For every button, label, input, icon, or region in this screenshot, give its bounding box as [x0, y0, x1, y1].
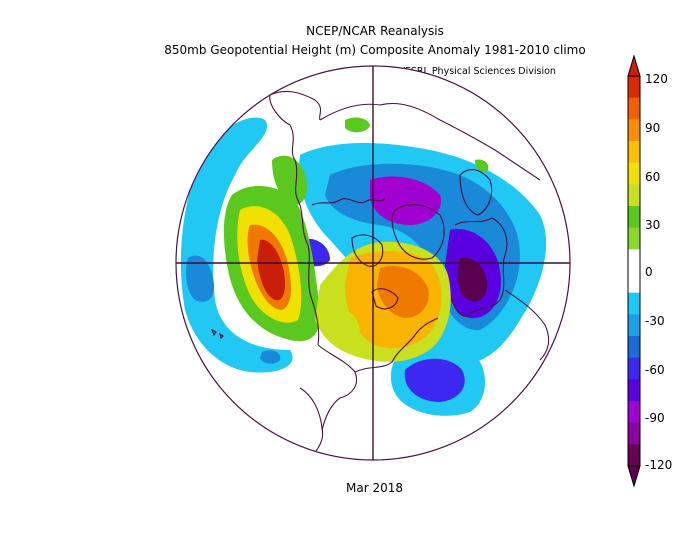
anomaly-pos-green-midwest: [329, 308, 360, 348]
anomaly-pos-light-alaska: [272, 155, 307, 205]
colorbar-bottom-arrow: [627, 465, 641, 488]
map-boundary: [175, 65, 571, 461]
colorbar: [627, 54, 641, 488]
map-title: NCEP/NCAR Reanalysis: [306, 24, 444, 38]
coast-arctic-archipelago: [311, 197, 386, 206]
coast-hawaii: [210, 328, 224, 340]
map-subtitle: 850mb Geopotential Height (m) Composite …: [164, 43, 586, 57]
anomaly-neg-blob-pacific: [186, 255, 215, 302]
colorbar-tick-label: 60: [645, 170, 661, 184]
anomaly-neg-strong-siberia: [370, 176, 441, 225]
colorbar-segment: [628, 119, 640, 142]
colorbar-segment: [628, 292, 640, 315]
colorbar-tick-label: -90: [645, 411, 665, 425]
colorbar-segment: [628, 162, 640, 185]
anomaly-neg-medium-atlantic: [404, 358, 465, 402]
anomaly-pos-light-arctic-patch: [345, 117, 370, 133]
coast-hudson-bay: [351, 234, 384, 267]
colorbar-tick-label: 0: [645, 265, 653, 279]
colorbar-segment: [628, 249, 640, 272]
anomaly-pos-red-westcoast: [257, 239, 285, 301]
anomaly-field: [180, 117, 547, 416]
coast-great-lakes: [371, 288, 399, 310]
coast-na-west: [269, 94, 320, 346]
anomaly-neg-core-europe: [457, 257, 488, 302]
coastlines: [210, 90, 550, 459]
colorbar-segment: [628, 271, 640, 294]
anomaly-pos-green-scandinavia: [475, 159, 489, 172]
colorbar-segment: [628, 422, 640, 445]
colorbar-segment: [628, 206, 640, 229]
credit-label: NOAA/ESRL Physical Sciences Division: [374, 66, 556, 77]
colorbar-segment: [628, 314, 640, 337]
colorbar-tick-label: 30: [645, 218, 661, 232]
colorbar-segment: [628, 97, 640, 120]
coast-asia-east: [269, 90, 322, 121]
anomaly-neg-region-pacific: [180, 117, 293, 373]
colorbar-tick-label: -30: [645, 314, 665, 328]
colorbar-tick-label: 90: [645, 121, 661, 135]
anomaly-pos-orange-greenland: [377, 266, 429, 318]
coast-central-america: [317, 344, 358, 431]
colorbar-segment: [628, 227, 640, 250]
colorbar-segment: [628, 444, 640, 467]
coast-europe: [451, 217, 508, 317]
colorbar-segment: [628, 184, 640, 207]
colorbar-tick-label: -60: [645, 363, 665, 377]
anomaly-neg-blob-gulf: [260, 350, 281, 364]
coast-greenland: [391, 204, 445, 260]
coast-south-america: [299, 387, 324, 459]
colorbar-tick-label: 120: [645, 72, 668, 86]
coast-siberia: [319, 102, 541, 181]
period-label: Mar 2018: [346, 481, 403, 495]
colorbar-segment: [628, 336, 640, 359]
colorbar-segment: [628, 141, 640, 164]
colorbar-segment: [628, 401, 640, 424]
colorbar-segment: [628, 76, 640, 99]
colorbar-segment: [628, 379, 640, 402]
coast-scandinavia: [459, 169, 493, 216]
colorbar-top-arrow: [627, 54, 641, 77]
coast-africa: [504, 289, 550, 361]
colorbar-tick-label: -120: [645, 458, 673, 472]
coast-na-east: [354, 317, 439, 373]
colorbar-segment: [628, 357, 640, 380]
